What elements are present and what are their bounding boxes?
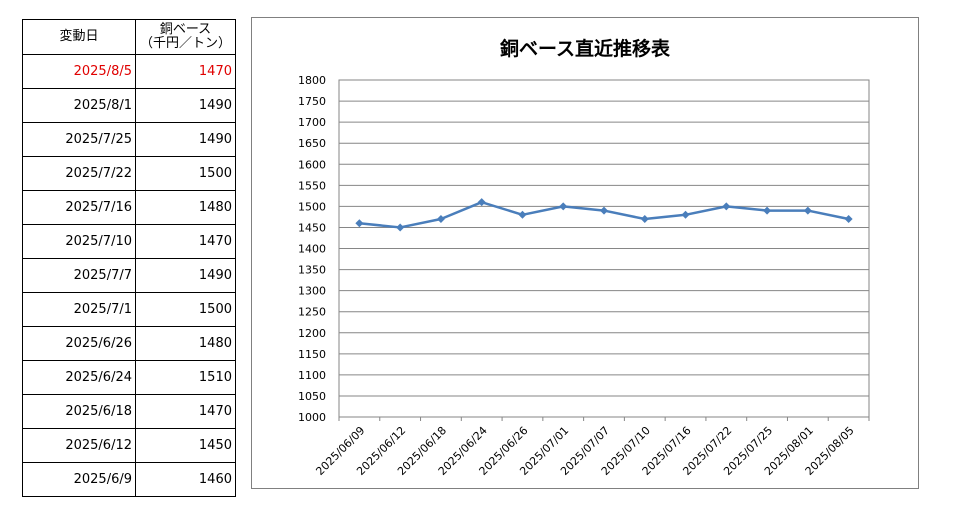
data-point: [640, 215, 649, 224]
header-date: 変動日: [22, 19, 136, 55]
table-row: 2025/6/12 1450: [22, 428, 236, 463]
price-cell: 1490: [135, 258, 236, 293]
price-cell: 1470: [135, 224, 236, 259]
y-tick-label: 1150: [298, 348, 326, 361]
price-cell: 1460: [135, 462, 236, 497]
table-row: 2025/6/9 1460: [22, 462, 236, 497]
price-cell: 1480: [135, 190, 236, 225]
price-cell: 1500: [135, 156, 236, 191]
data-point: [355, 219, 364, 228]
data-point: [803, 206, 812, 215]
y-tick-label: 1800: [298, 74, 326, 87]
date-cell: 2025/7/10: [22, 224, 136, 259]
table-row: 2025/7/22 1500: [22, 156, 236, 191]
y-tick-label: 1050: [298, 390, 326, 403]
y-tick-label: 1650: [298, 137, 326, 150]
date-cell: 2025/6/18: [22, 394, 136, 429]
table-row: 2025/7/1 1500: [22, 292, 236, 327]
price-cell: 1490: [135, 88, 236, 123]
table-row: 2025/7/16 1480: [22, 190, 236, 225]
table-row: 2025/6/18 1470: [22, 394, 236, 429]
table-row: 2025/7/7 1490: [22, 258, 236, 293]
table-row: 2025/6/26 1480: [22, 326, 236, 361]
table-row: 2025/7/25 1490: [22, 122, 236, 157]
date-cell: 2025/7/22: [22, 156, 136, 191]
date-cell: 2025/7/25: [22, 122, 136, 157]
y-tick-label: 1750: [298, 95, 326, 108]
y-tick-label: 1100: [298, 369, 326, 382]
y-tick-label: 1450: [298, 221, 326, 234]
price-cell: 1480: [135, 326, 236, 361]
y-tick-label: 1400: [298, 243, 326, 256]
data-point: [436, 215, 445, 224]
price-cell: 1510: [135, 360, 236, 395]
header-price: 銅ベース （千円／トン）: [135, 19, 236, 55]
plot-area-border: [338, 79, 870, 418]
price-table: 変動日 銅ベース （千円／トン） 2025/8/5 1470 2025/8/1 1490…: [22, 19, 236, 497]
date-cell: 2025/8/5: [22, 54, 136, 89]
data-point: [396, 223, 405, 232]
y-tick-label: 1300: [298, 285, 326, 298]
price-cell: 1490: [135, 122, 236, 157]
price-cell: 1470: [135, 394, 236, 429]
chart-area: 銅ベース直近推移表 1000 1050 1100 1150 1200 1250 1300 13…: [251, 17, 919, 489]
date-cell: 2025/6/24: [22, 360, 136, 395]
y-tick-label: 1550: [298, 179, 326, 192]
date-cell: 2025/8/1: [22, 88, 136, 123]
y-tick-label: 1200: [298, 327, 326, 340]
price-cell: 1500: [135, 292, 236, 327]
y-tick-label: 1700: [298, 116, 326, 129]
header-price-line1: 銅ベース: [159, 22, 212, 37]
price-cell: 1470: [135, 54, 236, 89]
date-cell: 2025/7/1: [22, 292, 136, 327]
y-tick-label: 1000: [298, 411, 326, 424]
data-point: [518, 210, 527, 219]
header-price-line2: （千円／トン）: [139, 36, 231, 51]
table-row: 2025/8/1 1490: [22, 88, 236, 123]
table-row: 2025/8/5 1470: [22, 54, 236, 89]
chart-title: 銅ベース直近推移表: [499, 38, 671, 60]
data-point: [763, 206, 772, 215]
date-cell: 2025/7/7: [22, 258, 136, 293]
line-chart: 1000 1050 1100 1150 1200 1250 1300 1350 1400 1450…: [298, 74, 870, 478]
data-point: [600, 206, 608, 215]
date-cell: 2025/6/12: [22, 428, 136, 463]
data-point: [844, 215, 853, 224]
y-tick-label: 1250: [298, 306, 326, 319]
y-tick-label: 1600: [298, 158, 326, 171]
data-point: [477, 198, 486, 207]
table-body: 2025/8/5 1470 2025/8/1 1490 2025/7/25 1490 202…: [22, 54, 236, 497]
table-row: 2025/7/10 1470: [22, 224, 236, 259]
table-header-row: 変動日 銅ベース （千円／トン）: [22, 19, 236, 55]
date-cell: 2025/6/26: [22, 326, 136, 361]
data-point: [681, 210, 690, 219]
y-tick-label: 1350: [298, 264, 326, 277]
price-cell: 1450: [135, 428, 236, 463]
table-row: 2025/6/24 1510: [22, 360, 236, 395]
data-point: [559, 202, 568, 211]
y-tick-label: 1500: [298, 200, 326, 213]
date-cell: 2025/6/9: [22, 462, 136, 497]
date-cell: 2025/7/16: [22, 190, 136, 225]
data-point: [722, 202, 731, 211]
